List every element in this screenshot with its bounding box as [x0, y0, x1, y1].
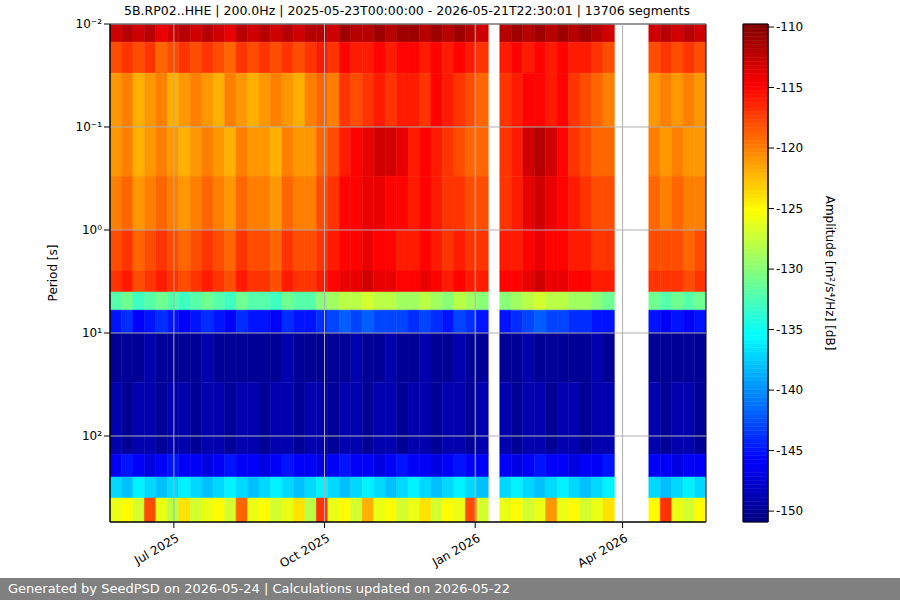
svg-text:10⁰: 10⁰: [82, 223, 102, 237]
svg-text:-140: -140: [776, 383, 803, 397]
svg-text:5B.RP02..HHE | 200.0Hz | 2025-: 5B.RP02..HHE | 200.0Hz | 2025-05-23T00:0…: [124, 3, 690, 18]
html-text:Generated by SeedPSD on 2026-0: Generated by SeedPSD on 2026-05-24 | Cal…: [8, 581, 510, 596]
svg-text:-135: -135: [776, 323, 803, 337]
svg-text:10⁻²: 10⁻²: [76, 17, 103, 31]
svg-text:-115: -115: [776, 81, 803, 95]
svg-text:10²: 10²: [82, 429, 102, 443]
svg-text:-110: -110: [776, 20, 803, 34]
svg-text:Period [s]: Period [s]: [46, 245, 60, 302]
svg-text:-125: -125: [776, 202, 803, 216]
svg-text:10¹: 10¹: [82, 326, 102, 340]
svg-text:Amplitude [m²/s⁴/Hz] [dB]: Amplitude [m²/s⁴/Hz] [dB]: [823, 196, 837, 351]
svg-text:-150: -150: [776, 504, 803, 518]
svg-text:Apr 2026: Apr 2026: [575, 531, 630, 571]
svg-text:10⁻¹: 10⁻¹: [76, 120, 103, 134]
svg-text:-130: -130: [776, 262, 803, 276]
svg-text:Jan 2026: Jan 2026: [429, 531, 483, 570]
svg-text:-145: -145: [776, 444, 803, 458]
svg-text:Jul 2025: Jul 2025: [131, 531, 181, 568]
svg-text:Oct 2025: Oct 2025: [277, 531, 332, 571]
svg-text:-120: -120: [776, 141, 803, 155]
